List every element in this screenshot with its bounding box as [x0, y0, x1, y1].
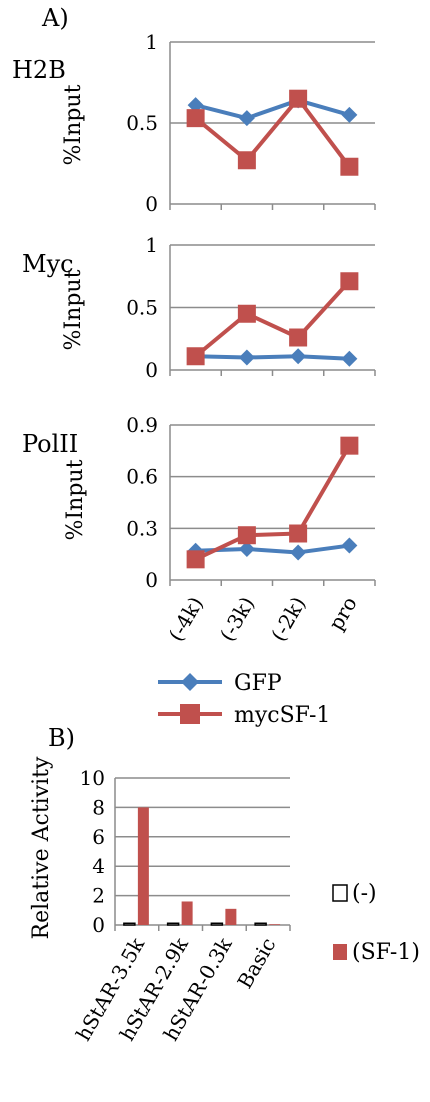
series-line-mycsf-1 — [194, 96, 351, 168]
bar-sf1 — [181, 901, 193, 925]
data-point-mycsf1 — [289, 524, 308, 543]
x-category-label: (-3k) — [215, 593, 259, 646]
data-point-mycsf1 — [237, 151, 256, 170]
panel-b-label: B) — [48, 724, 75, 752]
legend-label: mycSF-1 — [234, 703, 330, 728]
legend-marker — [332, 884, 348, 902]
data-point-mycsf1 — [237, 304, 256, 323]
legend-marker — [180, 704, 200, 724]
data-point-mycsf1 — [340, 436, 359, 455]
legend-marker — [333, 944, 347, 960]
x-category-label: (-2k) — [266, 593, 310, 646]
panel-title: PolII — [22, 430, 78, 458]
y-tick-label: 8 — [92, 795, 105, 819]
data-point-mycsf1 — [340, 272, 359, 291]
legend-label: GFP — [234, 671, 282, 696]
data-point-mycsf1 — [340, 157, 359, 176]
bar-minus — [123, 922, 136, 926]
bar-minus — [210, 922, 224, 926]
series-line-mycsf-1 — [194, 444, 352, 562]
series-line-mycsf-1 — [194, 279, 351, 358]
y-tick-label: 0 — [145, 568, 158, 592]
y-tick-label: 0.5 — [126, 111, 158, 135]
y-tick-label: 4 — [92, 854, 105, 878]
y-axis-title: Relative Activity — [29, 756, 54, 939]
y-tick-label: 0 — [145, 358, 158, 382]
y-tick-label: 0.3 — [126, 516, 158, 540]
data-point-gfp — [290, 348, 307, 365]
x-category-label: pro — [324, 593, 362, 635]
y-tick-label: 0.9 — [126, 413, 158, 437]
y-tick-label: 10 — [80, 766, 105, 790]
data-point-mycsf1 — [186, 347, 205, 366]
legend-label: (SF-1) — [352, 940, 420, 965]
data-point-gfp — [238, 110, 255, 127]
series-line-gfp — [195, 543, 350, 555]
data-point-gfp — [238, 349, 255, 366]
data-point-mycsf1 — [186, 550, 205, 569]
bar-sf1 — [137, 807, 149, 925]
y-tick-label: 0 — [92, 913, 105, 937]
data-point-gfp — [341, 106, 358, 123]
bar-sf1 — [269, 924, 281, 925]
x-category-label: Basic — [232, 934, 280, 993]
data-point-mycsf1 — [237, 526, 256, 545]
bar-sf1 — [225, 908, 237, 925]
bar-minus — [254, 922, 267, 926]
y-tick-label: 0.5 — [126, 296, 158, 320]
y-axis-title: %Input — [61, 84, 86, 165]
data-point-gfp — [238, 541, 255, 557]
y-tick-label: 1 — [145, 30, 158, 54]
y-tick-label: 1 — [145, 233, 158, 257]
panel-a-label: A) — [42, 4, 69, 32]
legend-marker — [181, 673, 199, 691]
series-line-gfp — [195, 354, 350, 361]
data-point-mycsf1 — [186, 109, 205, 128]
y-axis-title: %Input — [63, 459, 88, 540]
series-line-gfp — [195, 98, 350, 121]
y-tick-label: 0.6 — [126, 465, 158, 489]
legend-label: (-) — [352, 881, 377, 906]
y-axis-title: %Input — [61, 269, 86, 350]
data-point-gfp — [341, 537, 358, 554]
y-tick-label: 2 — [92, 884, 105, 908]
bar-minus — [166, 922, 180, 926]
data-point-mycsf1 — [289, 89, 308, 108]
data-point-mycsf1 — [289, 328, 308, 347]
x-category-label: (-4k) — [164, 593, 208, 646]
data-point-gfp — [341, 350, 358, 367]
data-point-gfp — [290, 544, 307, 561]
panel-title: H2B — [12, 56, 66, 84]
y-tick-label: 0 — [145, 192, 158, 216]
panel-title: Myc — [22, 250, 74, 278]
y-tick-label: 6 — [92, 825, 105, 849]
